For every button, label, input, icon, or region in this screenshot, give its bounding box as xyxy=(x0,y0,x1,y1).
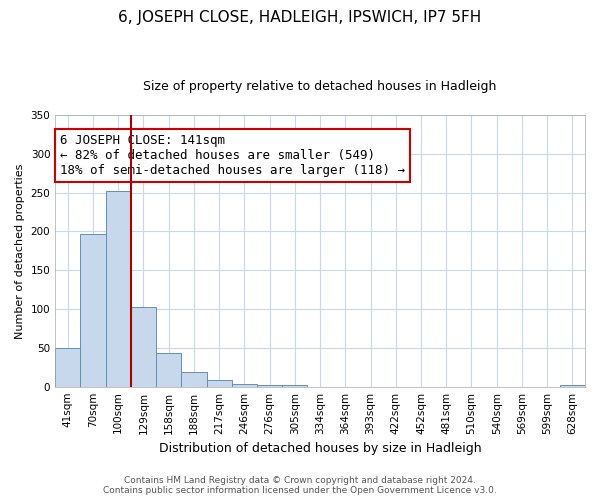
Bar xyxy=(80,234,106,386)
Bar xyxy=(206,380,232,386)
Bar xyxy=(55,348,80,387)
Title: Size of property relative to detached houses in Hadleigh: Size of property relative to detached ho… xyxy=(143,80,497,93)
Bar xyxy=(156,354,181,386)
Text: Contains HM Land Registry data © Crown copyright and database right 2024.
Contai: Contains HM Land Registry data © Crown c… xyxy=(103,476,497,495)
Bar xyxy=(232,384,257,386)
Text: 6, JOSEPH CLOSE, HADLEIGH, IPSWICH, IP7 5FH: 6, JOSEPH CLOSE, HADLEIGH, IPSWICH, IP7 … xyxy=(118,10,482,25)
Bar xyxy=(131,306,156,386)
X-axis label: Distribution of detached houses by size in Hadleigh: Distribution of detached houses by size … xyxy=(159,442,481,455)
Bar xyxy=(106,191,131,386)
Bar xyxy=(181,372,206,386)
Bar xyxy=(257,385,282,386)
Text: 6 JOSEPH CLOSE: 141sqm
← 82% of detached houses are smaller (549)
18% of semi-de: 6 JOSEPH CLOSE: 141sqm ← 82% of detached… xyxy=(61,134,406,177)
Y-axis label: Number of detached properties: Number of detached properties xyxy=(15,163,25,338)
Bar xyxy=(282,385,307,386)
Bar xyxy=(560,385,585,386)
